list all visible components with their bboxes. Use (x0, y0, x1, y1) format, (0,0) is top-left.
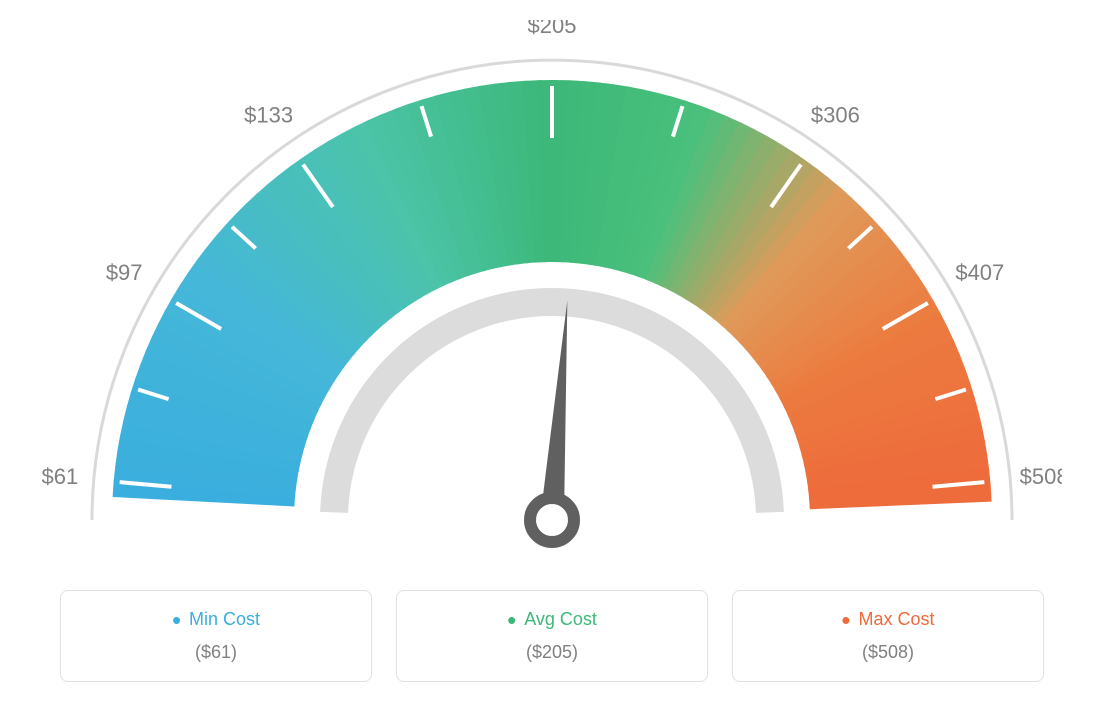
legend-value-min: ($61) (73, 642, 359, 663)
svg-text:$133: $133 (244, 102, 293, 127)
svg-text:$205: $205 (528, 20, 577, 38)
legend-value-avg: ($205) (409, 642, 695, 663)
legend-value-max: ($508) (745, 642, 1031, 663)
gauge-svg: $61 $97 $133 $205 $306 $407 $508 (42, 20, 1062, 560)
legend-card-max: Max Cost ($508) (732, 590, 1044, 682)
gauge-chart: $61 $97 $133 $205 $306 $407 $508 (20, 20, 1084, 560)
svg-text:$61: $61 (42, 464, 78, 489)
legend-title-avg: Avg Cost (507, 609, 597, 630)
legend-title-max: Max Cost (841, 609, 934, 630)
svg-text:$97: $97 (106, 260, 143, 285)
svg-text:$407: $407 (955, 260, 1004, 285)
legend-title-min: Min Cost (172, 609, 260, 630)
svg-text:$306: $306 (811, 102, 860, 127)
legend-card-min: Min Cost ($61) (60, 590, 372, 682)
legend-row: Min Cost ($61) Avg Cost ($205) Max Cost … (20, 590, 1084, 682)
legend-card-avg: Avg Cost ($205) (396, 590, 708, 682)
svg-text:$508: $508 (1020, 464, 1062, 489)
